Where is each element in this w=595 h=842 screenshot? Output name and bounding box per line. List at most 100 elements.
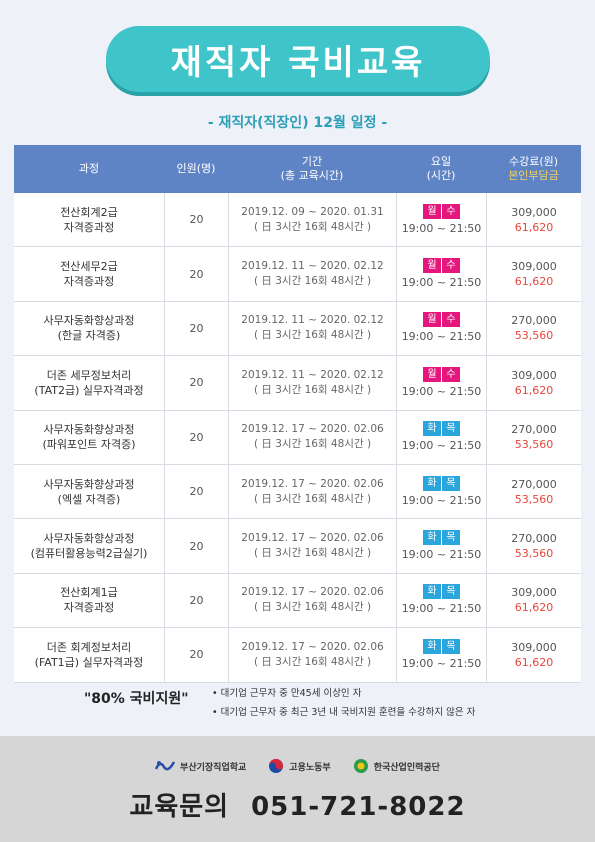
contact-phone[interactable]: 051-721-8022 — [251, 792, 466, 822]
course-cell: 더존 회계정보처리 (FAT1급) 실무자격과정 — [14, 628, 164, 681]
period-dates: 2019.12. 17 ~ 2020. 02.06 — [241, 586, 384, 599]
course-type: (TAT2급) 실무자격과정 — [34, 383, 144, 397]
class-time: 19:00 ~ 21:50 — [401, 276, 482, 290]
capacity-cell: 20 — [164, 519, 228, 573]
period-dates: 2019.12. 11 ~ 2020. 02.12 — [241, 314, 384, 327]
day-cell: 화 목 19:00 ~ 21:50 — [396, 464, 486, 519]
day-badge: 목 — [442, 475, 460, 491]
fee-cell: 309,000 61,620 — [486, 356, 581, 410]
period-dates: 2019.12. 17 ~ 2020. 02.06 — [241, 532, 384, 545]
day-cell: 화 목 19:00 ~ 21:50 — [396, 573, 486, 628]
course-name: 전산회계2급 — [60, 205, 118, 219]
school-emblem-icon — [155, 761, 176, 771]
period-hours: ( 日 3시간 16회 48시간 ) — [253, 655, 372, 668]
fee-value: 270,000 — [511, 314, 557, 328]
ministry-name: 고용노동부 — [289, 762, 331, 773]
period-dates: 2019.12. 09 ~ 2020. 01.31 — [241, 205, 384, 218]
taegeuk-icon — [269, 759, 284, 773]
class-time: 19:00 ~ 21:50 — [401, 439, 482, 453]
period-dates: 2019.12. 17 ~ 2020. 02.06 — [241, 477, 384, 490]
day-badge: 수 — [442, 366, 460, 382]
footer: 부산기장직업학교 고용노동부 한국산업인력공단 교육문의 051-721-8022 — [0, 736, 595, 842]
course-cell: 사무자동화향상과정 (엑셀 자격증) — [14, 465, 164, 518]
ministry-logo: 고용노동부 — [268, 758, 331, 774]
day-badge: 월 — [423, 203, 441, 219]
table-row: 전산세무2급 자격증과정 20 2019.12. 11 ~ 2020. 02.12 ( … — [14, 247, 581, 302]
day-badge: 목 — [442, 421, 460, 437]
table-body: 전산회계2급 자격증과정 20 2019.12. 09 ~ 2020. 01.31 ( … — [14, 193, 581, 683]
course-type: 자격증과정 — [63, 220, 115, 234]
day-badge: 수 — [442, 312, 460, 328]
capacity-value: 20 — [189, 648, 204, 662]
class-time: 19:00 ~ 21:50 — [401, 384, 482, 398]
fee-cell: 270,000 53,560 — [486, 464, 581, 519]
header-day-sub: (시간) — [426, 169, 456, 182]
capacity-value: 20 — [189, 376, 204, 390]
fee-value: 309,000 — [511, 368, 557, 382]
course-cell: 더존 세무정보처리 (TAT2급) 실무자격과정 — [14, 356, 164, 409]
period-dates: 2019.12. 11 ~ 2020. 02.12 — [241, 260, 384, 273]
period-cell: 2019.12. 11 ~ 2020. 02.12 ( 日 3시간 16회 48시… — [228, 301, 396, 356]
day-badge: 화 — [423, 475, 441, 491]
course-cell: 사무자동화향상과정 (한글 자격증) — [14, 302, 164, 355]
capacity-value: 20 — [189, 485, 204, 499]
self-pay-value: 61,620 — [514, 655, 554, 669]
fee-cell: 270,000 53,560 — [486, 519, 581, 573]
course-name: 사무자동화향상과정 — [43, 477, 135, 491]
capacity-cell: 20 — [164, 301, 228, 356]
header-fee: 수강료(원) 본인부담금 — [486, 145, 581, 193]
day-cell: 월 수 19:00 ~ 21:50 — [396, 193, 486, 247]
header-fee-label: 수강료(원) — [508, 155, 559, 168]
fee-value: 270,000 — [511, 532, 557, 546]
course-cell: 사무자동화향상과정 (파워포인트 자격증) — [14, 411, 164, 464]
table-row: 전산회계1급 자격증과정 20 2019.12. 17 ~ 2020. 02.06 ( … — [14, 573, 581, 629]
hrdk-name: 한국산업인력공단 — [373, 762, 440, 773]
day-badge: 월 — [423, 312, 441, 328]
fee-value: 270,000 — [511, 423, 557, 437]
self-pay-value: 53,560 — [514, 492, 554, 506]
capacity-value: 20 — [189, 267, 204, 281]
eligibility-notes: • 대기업 근무자 중 만45세 이상인 자 • 대기업 근무자 중 최근 3년… — [212, 684, 475, 722]
day-cell: 화 목 19:00 ~ 21:50 — [396, 410, 486, 464]
course-name: 전산회계1급 — [60, 586, 118, 600]
day-badge: 목 — [442, 584, 460, 600]
class-time: 19:00 ~ 21:50 — [401, 330, 482, 344]
course-type: (FAT1급) 실무자격과정 — [34, 655, 144, 669]
day-badge: 화 — [423, 638, 441, 654]
self-pay-value: 53,560 — [514, 547, 554, 561]
header-capacity: 인원(명) — [164, 145, 228, 193]
course-cell: 사무자동화향상과정 (컴퓨터활용능력2급실기) — [14, 519, 164, 572]
day-badge: 화 — [423, 421, 441, 437]
day-badge: 월 — [423, 258, 441, 274]
header-capacity-label: 인원(명) — [176, 162, 216, 175]
fee-cell: 309,000 61,620 — [486, 247, 581, 301]
day-cell: 화 목 19:00 ~ 21:50 — [396, 519, 486, 573]
course-name: 사무자동화향상과정 — [43, 532, 135, 546]
course-type: (한글 자격증) — [57, 329, 121, 343]
class-time: 19:00 ~ 21:50 — [401, 656, 482, 670]
period-hours: ( 日 3시간 16회 48시간 ) — [253, 275, 372, 288]
eligibility-note: • 대기업 근무자 중 최근 3년 내 국비지원 훈련을 수강하지 않은 자 — [212, 707, 476, 718]
contact-label: 교육문의 — [129, 792, 230, 822]
fee-cell: 309,000 61,620 — [486, 628, 581, 682]
period-cell: 2019.12. 09 ~ 2020. 01.31 ( 日 3시간 16회 48시… — [228, 193, 396, 247]
course-type: 자격증과정 — [63, 601, 115, 615]
header-period: 기간 (총 교육시간) — [228, 145, 396, 193]
period-cell: 2019.12. 11 ~ 2020. 02.12 ( 日 3시간 16회 48시… — [228, 356, 396, 410]
course-type: (파워포인트 자격증) — [42, 438, 136, 452]
capacity-cell: 20 — [164, 573, 228, 628]
period-cell: 2019.12. 17 ~ 2020. 02.06 ( 日 3시간 16회 48시… — [228, 573, 396, 628]
fee-value: 309,000 — [511, 205, 557, 219]
fee-value: 309,000 — [511, 586, 557, 600]
header-fee-sub: 본인부담금 — [508, 169, 559, 182]
period-cell: 2019.12. 11 ~ 2020. 02.12 ( 日 3시간 16회 48시… — [228, 247, 396, 301]
day-cell: 월 수 19:00 ~ 21:50 — [396, 356, 486, 410]
hrdk-logo: 한국산업인력공단 — [353, 758, 440, 774]
period-hours: ( 日 3시간 16회 48시간 ) — [253, 438, 372, 451]
hrdk-emblem-icon — [353, 759, 368, 773]
